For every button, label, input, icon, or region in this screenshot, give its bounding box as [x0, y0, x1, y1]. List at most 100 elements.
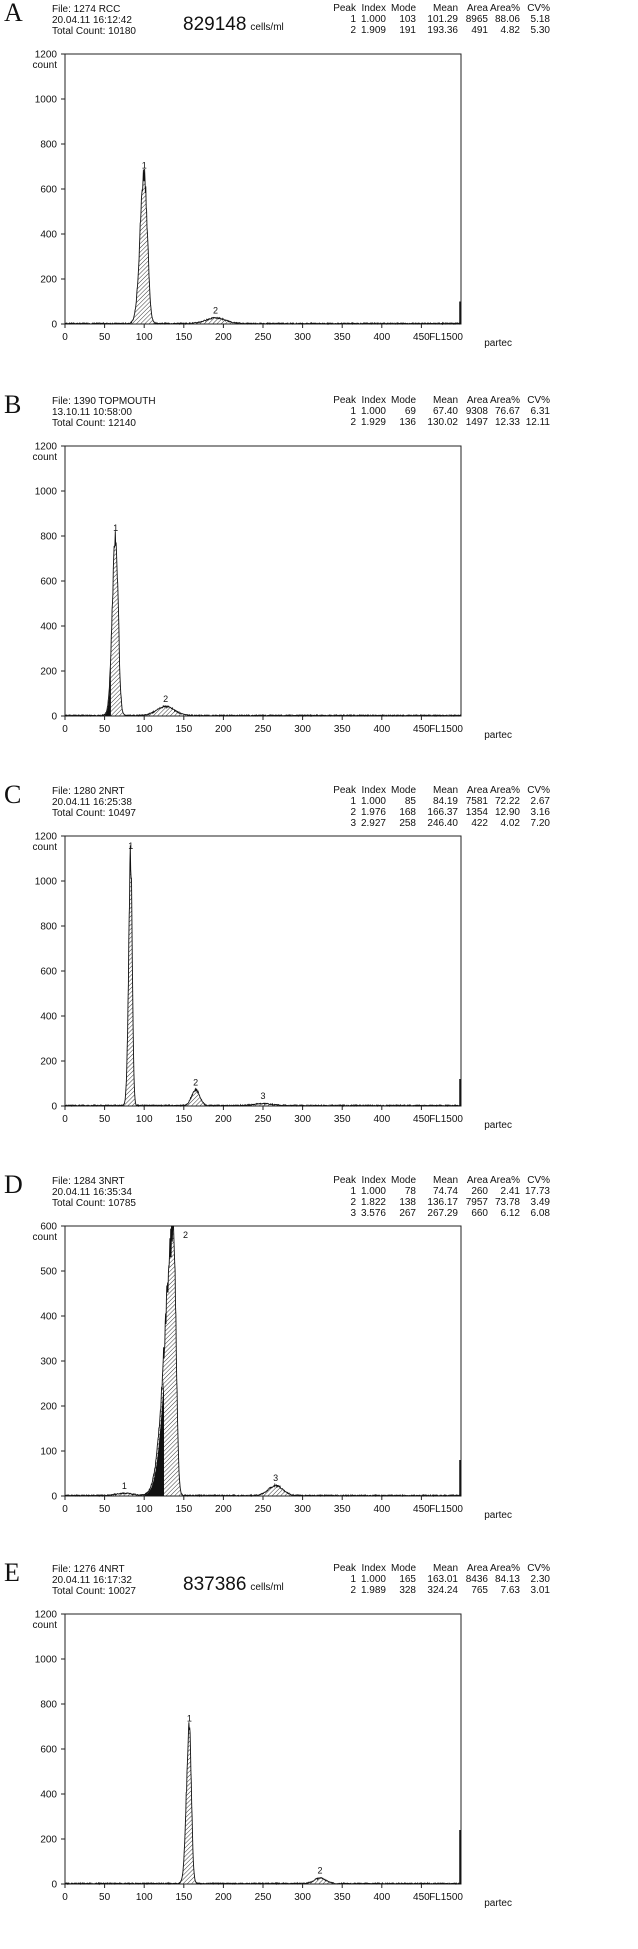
- dark-region: [144, 1378, 164, 1496]
- histogram-line: [64, 1722, 462, 1886]
- column-header: Mean: [432, 1563, 458, 1574]
- peak-label: 2: [183, 1230, 188, 1240]
- x-tick-label: 350: [334, 332, 351, 343]
- y-tick-label: 1000: [35, 95, 58, 106]
- peak-stats-table: Peak Index Mode Mean Area Area% CV% 1 1.000 103 1…: [330, 3, 550, 36]
- x-tick-label: 250: [255, 332, 272, 343]
- table-cell: 7.63: [500, 1585, 520, 1596]
- x-tick-label: 150: [175, 1892, 192, 1903]
- table-cell: 5.18: [530, 14, 550, 25]
- column-header: Peak: [333, 785, 356, 796]
- x-tick-label: 350: [334, 1114, 351, 1125]
- x-tick-label: 400: [373, 1504, 390, 1515]
- file-name: File: 1280 2NRT: [52, 786, 125, 797]
- y-tick-label: 800: [40, 922, 57, 933]
- column-header: Area%: [489, 785, 520, 796]
- plot-frame: [64, 1613, 462, 1885]
- peak-label: 2: [193, 1077, 198, 1087]
- table-cell: 103: [399, 14, 416, 25]
- x-tick-label: 450: [413, 724, 430, 735]
- peak-stats-table: Peak Index Mode Mean Area Area% CV% 1 1.000 85 84…: [330, 785, 550, 829]
- peak-label: 2: [318, 1865, 323, 1875]
- y-tick-label: 200: [40, 667, 57, 678]
- table-cell: 660: [471, 1208, 488, 1219]
- table-row: 2 1.989 328 324.24 765 7.63 3.01: [330, 1585, 550, 1596]
- column-header: Mean: [432, 395, 458, 406]
- table-cell: 74.74: [432, 1186, 458, 1197]
- table-cell: 2: [350, 417, 356, 428]
- table-cell: 78: [404, 1186, 416, 1197]
- histogram-area: [65, 845, 461, 1106]
- column-header: Mode: [390, 1175, 416, 1186]
- y-axis-label: count: [33, 60, 58, 71]
- cell-concentration: 837386 cells/ml: [183, 1574, 284, 1596]
- table-cell: 246.40: [427, 818, 458, 829]
- table-cell: 1.000: [360, 1574, 386, 1585]
- x-tick-label: 200: [215, 724, 232, 735]
- column-header: CV%: [527, 395, 550, 406]
- peak-label: 1: [187, 1714, 192, 1724]
- y-tick-label: 300: [40, 1357, 57, 1368]
- column-header: Mode: [390, 785, 416, 796]
- table-row: 2 1.976 168 166.37 1354 12.90 3.16: [330, 807, 550, 818]
- column-header: Peak: [333, 1175, 356, 1186]
- instrument-brand: partec: [484, 730, 512, 741]
- table-cell: 12.90: [494, 807, 520, 818]
- table-row: 1 1.000 165 163.01 8436 84.13 2.30: [330, 1574, 550, 1585]
- column-header: Peak: [333, 395, 356, 406]
- table-cell: 1.000: [360, 1186, 386, 1197]
- table-cell: 3.16: [530, 807, 550, 818]
- table-cell: 76.67: [494, 406, 520, 417]
- table-cell: 1: [350, 406, 356, 417]
- table-cell: 9308: [465, 406, 488, 417]
- x-tick-label: 0: [62, 724, 68, 735]
- table-cell: 260: [471, 1186, 488, 1197]
- acquisition-datetime: 20.04.11 16:17:32: [52, 1575, 132, 1586]
- table-row: 2 1.929 136 130.02 1497 12.33 12.11: [330, 417, 550, 428]
- table-row: 3 3.576 267 267.29 660 6.12 6.08: [330, 1208, 550, 1219]
- table-cell: 8965: [465, 14, 488, 25]
- table-cell: 73.78: [494, 1197, 520, 1208]
- x-tick-label: 300: [294, 724, 311, 735]
- x-tick-label: 450: [413, 1114, 430, 1125]
- panel-letter: A: [4, 0, 23, 27]
- y-tick-label: 100: [40, 1447, 57, 1458]
- table-cell: 12.11: [525, 417, 550, 428]
- x-tick-label: 50: [99, 1504, 111, 1515]
- cells-value: 837386: [183, 1574, 247, 1595]
- x-tick-label: 100: [136, 724, 153, 735]
- histogram-line: [65, 845, 462, 1108]
- table-cell: 2.67: [530, 796, 550, 807]
- table-row: 2 1.822 138 136.17 7957 73.78 3.49: [330, 1197, 550, 1208]
- plot-frame: [64, 835, 462, 1107]
- cells-value: 829148: [183, 14, 247, 35]
- peak-label: 3: [273, 1473, 278, 1483]
- y-tick-label: 400: [40, 1012, 57, 1023]
- table-header-row: Peak Index Mode Mean Area Area% CV%: [330, 3, 550, 14]
- file-name: File: 1274 RCC: [52, 4, 121, 15]
- column-header: Mode: [390, 3, 416, 14]
- cell-concentration: 829148 cells/ml: [183, 14, 284, 36]
- peak-label: 3: [260, 1091, 265, 1101]
- column-header: Area%: [489, 1563, 520, 1574]
- total-count: Total Count: 12140: [52, 418, 136, 429]
- table-cell: 7957: [465, 1197, 488, 1208]
- x-tick-label: 0: [62, 1892, 68, 1903]
- table-cell: 166.37: [427, 807, 458, 818]
- column-header: CV%: [527, 3, 550, 14]
- table-cell: 1.909: [360, 25, 386, 36]
- column-header: Area%: [489, 3, 520, 14]
- column-header: CV%: [527, 785, 550, 796]
- peak-stats-table: Peak Index Mode Mean Area Area% CV% 1 1.000 69 67…: [330, 395, 550, 428]
- x-tick-label: 450: [413, 332, 430, 343]
- x-axis-label: FL1500: [429, 724, 463, 735]
- table-row: 1 1.000 78 74.74 260 2.41 17.73: [330, 1186, 550, 1197]
- table-cell: 328: [399, 1585, 416, 1596]
- x-tick-label: 300: [294, 1114, 311, 1125]
- table-cell: 2.41: [500, 1186, 520, 1197]
- cell-concentration: [183, 1186, 187, 1208]
- x-tick-label: 250: [255, 1114, 272, 1125]
